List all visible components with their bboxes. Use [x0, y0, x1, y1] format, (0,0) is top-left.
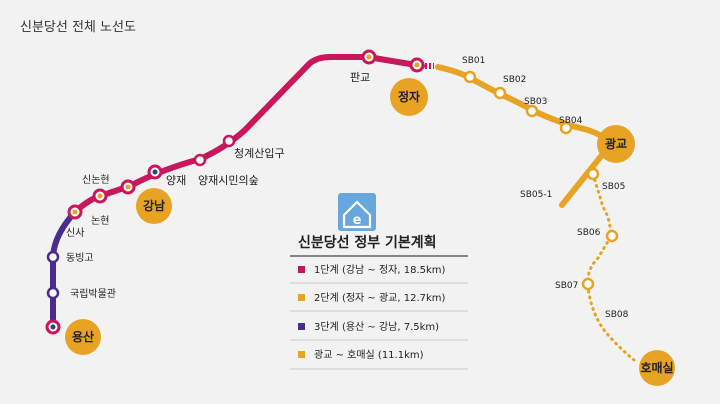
major-station-gangnam[interactable]: 강남 — [136, 188, 172, 224]
station-label-sb05: SB05 — [602, 182, 625, 192]
station-dot-yangjae[interactable] — [193, 153, 207, 167]
station-label-sb04: SB04 — [559, 116, 583, 126]
station-label-yangjae: 양재 — [166, 174, 186, 187]
station-label-sb05-1: SB05-1 — [520, 190, 552, 200]
station-label-sinnonhyeon: 신논현 — [82, 174, 110, 186]
legend-item-2: 2단계 (정자 ~ 광교, 12.7km) — [314, 292, 446, 304]
transfer-marker-sinnonhyeon — [120, 179, 136, 195]
station-dot-sb04[interactable] — [559, 121, 573, 135]
legend-swatch-phase1 — [298, 266, 305, 273]
station-label-sb01: SB01 — [462, 56, 485, 66]
station-label-gangnam: 강남 — [143, 198, 165, 213]
station-label-sb06: SB06 — [577, 228, 601, 238]
major-circle — [639, 350, 675, 386]
station-label-nonhyeon: 논현 — [91, 215, 109, 227]
station-label-sb02: SB02 — [503, 75, 526, 85]
major-station-homaesil[interactable]: 호매실 — [639, 350, 675, 386]
station-label-jeongja: 정자 — [398, 89, 420, 104]
legend-item-3: 3단계 (용산 ~ 강남, 7.5km) — [314, 321, 439, 333]
station-dot-sb01[interactable] — [463, 70, 477, 84]
legend-swatch-phase3 — [298, 323, 305, 330]
station-label-yongsan: 용산 — [72, 329, 94, 344]
transfer-marker-yangjae — [361, 49, 377, 65]
station-dot-sb02[interactable] — [493, 86, 507, 100]
station-label-sinsa: 신사 — [66, 227, 84, 239]
station-dot-gukrip[interactable] — [46, 286, 60, 300]
station-label-dongbinggo: 동빙고 — [66, 252, 94, 264]
station-label-pangyo: 판교 — [350, 71, 370, 84]
house-logo-icon: e — [338, 193, 376, 231]
station-dot-sb05[interactable] — [586, 167, 600, 181]
legend-title: 신분당선 정부 기본계획 — [298, 234, 437, 251]
station-label-homaesil: 호매실 — [640, 360, 673, 375]
major-station-gwanggyo[interactable]: 광교 — [597, 125, 635, 163]
major-station-jeongja[interactable]: 정자 — [390, 78, 428, 116]
transfer-marker-jeongja — [409, 57, 425, 73]
line-extension — [586, 172, 636, 362]
legend-swatch-phase2 — [298, 294, 305, 301]
major-circle — [65, 319, 101, 355]
station-dot-sb03[interactable] — [525, 104, 539, 118]
map-title: 신분당선 전체 노선도 — [20, 20, 136, 35]
line-phase2 — [435, 64, 613, 208]
station-dot-dongbinggo[interactable] — [46, 250, 60, 264]
station-dot-yangjae-forest[interactable] — [222, 134, 236, 148]
legend-item-4: 광교 ~ 호매실 (11.1km) — [314, 349, 424, 361]
station-label-cheonggye: 청계산입구 — [234, 147, 285, 160]
major-station-yongsan[interactable]: 용산 — [65, 319, 101, 355]
station-label-sb07: SB07 — [555, 281, 578, 291]
major-circle — [136, 188, 172, 224]
svg-text:e: e — [353, 213, 362, 228]
legend: 신분당선 정부 기본계획 1단계 (강남 ~ 정자, 18.5km) 2단계 (… — [290, 234, 468, 370]
station-label-gukrip: 국립박물관 — [70, 287, 116, 300]
major-circle — [597, 125, 635, 163]
legend-swatch-extension — [298, 351, 305, 358]
legend-item-1: 1단계 (강남 ~ 정자, 18.5km) — [314, 264, 446, 276]
station-dot-sb07[interactable] — [581, 277, 595, 291]
station-label-sb08: SB08 — [605, 310, 629, 320]
station-label-sb03: SB03 — [524, 97, 547, 107]
transfer-marker-nonhyeon — [92, 188, 108, 204]
major-circle — [390, 78, 428, 116]
transfer-marker-gangnam — [147, 164, 163, 180]
station-dot-sb06[interactable] — [605, 229, 619, 243]
station-label-gwanggyo: 광교 — [605, 136, 627, 151]
station-label-yangjae-forest: 양재시민의숲 — [198, 174, 259, 187]
transfer-marker-yongsan — [45, 319, 61, 335]
transfer-marker-sinsa — [67, 204, 83, 220]
